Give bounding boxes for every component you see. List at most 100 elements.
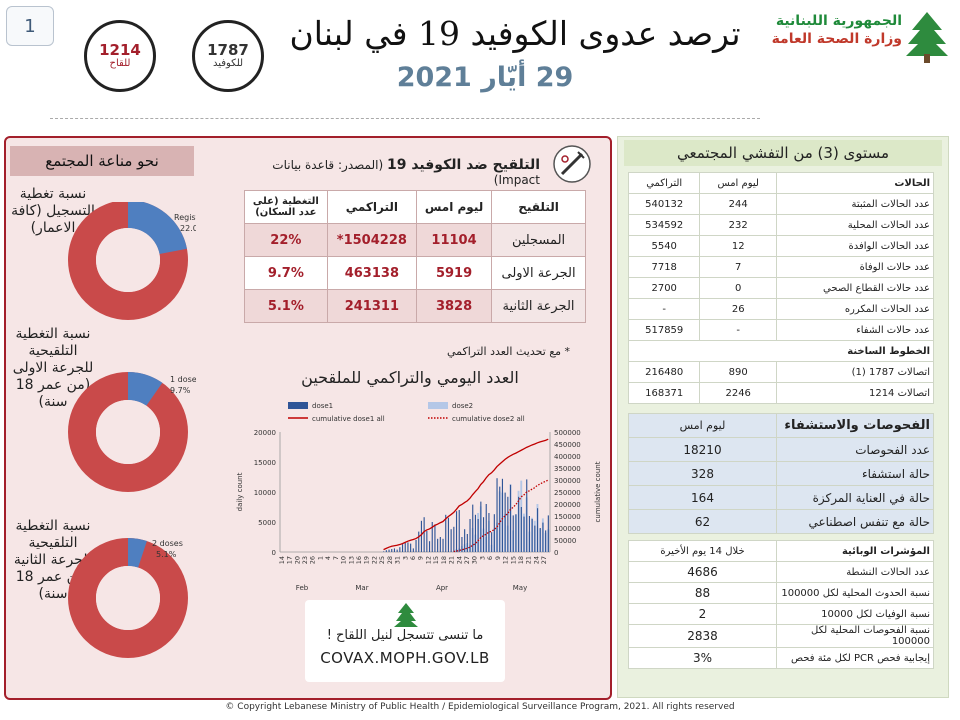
x-tick-label: 18 <box>517 556 525 564</box>
bar-dose1 <box>396 549 398 552</box>
bar-dose1 <box>496 478 498 552</box>
vaccination-chart: 0500010000150002000005000010000015000020… <box>236 402 602 592</box>
bar-dose1 <box>461 537 463 552</box>
row-label: حالة استشفاء <box>776 461 934 486</box>
x-tick-label: 14 <box>278 556 286 564</box>
x-tick-label: 24 <box>455 556 463 564</box>
herd-immunity-title: نحو مناعة المجتمع <box>10 146 194 176</box>
row-label: الجرعة الثانية <box>491 289 586 323</box>
y-axis-title: daily count <box>236 472 244 511</box>
x-tick-label: 9 <box>417 556 425 560</box>
x-tick-label: 3 <box>478 556 486 560</box>
x-tick-label: 22 <box>370 556 378 564</box>
bar-dose1 <box>536 508 539 552</box>
y2-axis-title: cumulative count <box>594 461 602 522</box>
cell-value: 88 <box>628 582 777 604</box>
hotline-vaccine: 1214 للقاح <box>78 14 158 94</box>
bar-dose1 <box>501 478 504 552</box>
bar-dose1 <box>482 517 485 552</box>
table-row: عدد حالات الشفاء -517859 <box>627 319 934 341</box>
cell-cumulative: 216480 <box>627 361 701 383</box>
table-row: الجرعة الاولى 5919 463138 9.7% <box>244 256 586 290</box>
table-row: حالة مع تنفس اصطناعي 62 <box>628 509 934 534</box>
x-tick-label: 17 <box>286 556 294 564</box>
bar-dose1 <box>518 496 520 552</box>
row-label: عدد الحالات المكرره <box>776 298 934 320</box>
bar-dose1 <box>547 515 549 552</box>
ministry-line-2: وزارة الصحة العامة <box>771 31 902 47</box>
table-row: إيجابية فحص PCR لكل مئة فحص 3% <box>628 647 934 669</box>
x-tick-label: 25 <box>378 556 386 564</box>
bar-dose1 <box>520 507 522 552</box>
line-cumulative-dose1 <box>383 438 549 551</box>
y2-tick-label: 200000 <box>554 501 581 509</box>
x-tick-label: 24 <box>532 556 540 564</box>
bar-dose1 <box>439 537 441 552</box>
x-tick-label: 23 <box>301 556 309 564</box>
x-tick-label: 1 <box>316 556 324 560</box>
x-tick-label: 27 <box>540 556 548 564</box>
col-header: ليوم امس <box>415 190 493 224</box>
bar-dose1 <box>534 525 536 552</box>
cedar-logo <box>906 12 948 63</box>
cell-cumulative: 540132 <box>627 193 701 215</box>
legend-label: cumulative dose2 all <box>452 415 525 423</box>
donut-dose1: 1 dose 9.7% <box>68 372 196 492</box>
cell-value: 62 <box>628 509 777 534</box>
y-tick-label: 0 <box>272 549 276 557</box>
cell-daily: 7 <box>699 256 777 278</box>
row-label: عدد الحالات الوافدة <box>776 235 934 257</box>
row-label: عدد الحالات النشطة <box>776 561 934 583</box>
bar-dose1 <box>512 515 514 552</box>
line-cumulative-dose2 <box>453 479 549 553</box>
x-tick-label: 7 <box>332 556 340 560</box>
donut-registered: Registered 22.0% <box>68 202 196 320</box>
donut-slice-dose1 <box>128 372 163 406</box>
bar-dose1 <box>453 526 455 552</box>
x-tick-label: 9 <box>494 556 502 560</box>
hosp-header: الفحوصات والاستشفاء <box>776 413 934 438</box>
table-row: عدد الحالات المحلية 232 534592 <box>627 214 934 236</box>
page-title: ترصد عدوى الكوفيد 19 في لبنان <box>289 14 741 53</box>
donut-dose1-slice-label: 1 dose <box>170 375 196 384</box>
bar-dose1 <box>474 514 477 552</box>
col-header: التراكمي <box>326 190 417 224</box>
vaccination-table: التلقيح ليوم امس التراكمي التغطية (على ع… <box>244 190 586 323</box>
bar-dose1 <box>542 522 544 552</box>
x-tick-label: 12 <box>424 556 432 564</box>
donut-registered-percent: 22.0% <box>180 224 196 233</box>
table-row: اتصالات 1787 (1) 890 216480 <box>627 361 934 383</box>
y2-tick-label: 400000 <box>554 453 581 461</box>
y2-tick-label: 500000 <box>554 429 581 437</box>
bar-dose1 <box>410 543 412 552</box>
x-month-label: May <box>513 584 527 592</box>
y2-tick-label: 150000 <box>554 513 581 521</box>
table-row: عدد الحالات الوافدة 12 5540 <box>627 235 934 257</box>
cell-value: 18210 <box>628 437 777 462</box>
bar-dose1 <box>420 520 423 552</box>
table-row: نسبة الحدوث المحلية لكل 100000 88 <box>628 582 934 604</box>
table-row: حالة في العناية المركزة 164 <box>628 485 934 510</box>
col-header: التغطية (على عدد السكان) <box>244 190 328 224</box>
row-label: عدد الفحوصات <box>776 437 934 462</box>
row-label: الجرعة الاولى <box>491 256 586 290</box>
bar-dose1 <box>545 530 547 552</box>
bar-dose1 <box>509 484 512 552</box>
bar-dose1 <box>401 544 404 552</box>
cell-value: 3% <box>628 647 777 669</box>
epi-header: المؤشرات الوبائية <box>776 540 934 562</box>
table-row: عدد الحالات المثبتة 244 540132 <box>627 193 934 215</box>
promo-url[interactable]: COVAX.MOPH.GOV.LB <box>320 649 490 667</box>
bar-dose1 <box>480 501 482 552</box>
x-tick-label: 19 <box>363 556 371 564</box>
y2-tick-label: 450000 <box>554 441 581 449</box>
legend-swatch-dose1 <box>288 402 308 409</box>
donut-registered-slice-label: Registered <box>174 213 196 222</box>
legend-label: dose1 <box>312 402 333 410</box>
header-divider <box>50 118 760 119</box>
bar-dose1 <box>499 486 501 552</box>
table-row: عدد حالات الوفاة 7 7718 <box>627 256 934 278</box>
hotlines-header: الخطوط الساخنة <box>628 340 934 362</box>
donut-slice-registered <box>128 202 187 255</box>
bar-dose1 <box>466 534 468 552</box>
